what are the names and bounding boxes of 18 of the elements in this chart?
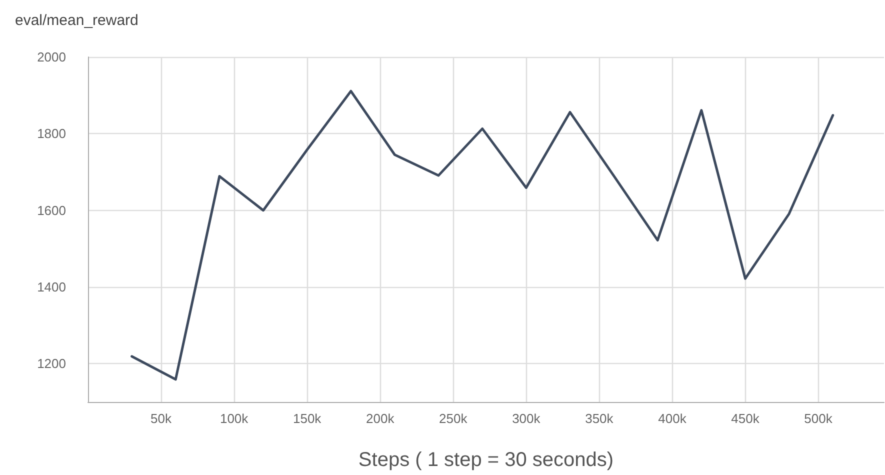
x-tick-label: 450k — [731, 411, 760, 426]
x-tick-label: 200k — [366, 411, 395, 426]
x-tick-label: 500k — [804, 411, 833, 426]
y-tick-label: 1200 — [37, 356, 66, 372]
x-tick-label: 50k — [150, 411, 172, 426]
x-tick-label: 150k — [292, 411, 322, 426]
x-tick-label: 350k — [585, 411, 614, 426]
x-tick-label: 100k — [220, 411, 249, 426]
y-tick-label: 2000 — [37, 50, 66, 64]
y-tick-label: 1600 — [37, 202, 66, 218]
x-tick-label: 300k — [512, 411, 541, 426]
x-tick-label: 250k — [439, 411, 468, 426]
line-series — [130, 90, 834, 381]
chart-title: eval/mean_reward — [15, 12, 138, 29]
x-tick-label: 400k — [658, 411, 687, 426]
y-tick-label: 1400 — [37, 280, 66, 294]
y-tick-label: 1800 — [37, 126, 66, 142]
x-axis-title: Steps ( 1 step = 30 seconds) — [358, 449, 614, 471]
